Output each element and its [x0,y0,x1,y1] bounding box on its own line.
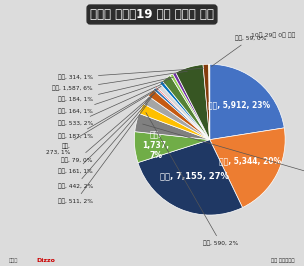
Text: 충북, 187, 1%: 충북, 187, 1% [58,86,161,139]
Text: 전북, 164, 1%: 전북, 164, 1% [58,79,171,114]
Wedge shape [210,64,284,140]
Wedge shape [135,114,210,140]
Wedge shape [148,90,210,140]
Text: 경남, 314, 1%: 경남, 314, 1% [58,68,203,80]
Text: 울산, 161, 1%: 울산, 161, 1% [58,93,155,174]
Wedge shape [210,128,285,207]
Wedge shape [155,86,210,140]
Text: 검역,
1,737,
7%: 검역, 1,737, 7% [142,130,169,160]
Text: 인천, 1,039, 4%: 인천, 1,039, 4% [143,124,304,182]
Wedge shape [173,72,210,140]
Text: Dizzo: Dizzo [36,258,55,263]
Wedge shape [203,64,210,140]
Text: 자료 질병관리청: 자료 질병관리청 [271,258,295,263]
Text: 경북, 1,587, 6%: 경북, 1,587, 6% [52,71,187,91]
Text: 경기, 5,344, 20%: 경기, 5,344, 20% [219,156,281,165]
Wedge shape [176,65,210,140]
Wedge shape [143,96,210,140]
Wedge shape [153,88,210,140]
Wedge shape [138,140,243,215]
Text: 세종, 79, 0%: 세종, 79, 0% [61,92,156,163]
Text: 서울, 5,912, 23%: 서울, 5,912, 23% [208,101,270,110]
Wedge shape [162,76,210,140]
Wedge shape [170,74,210,140]
Text: 대전, 442, 2%: 대전, 442, 2% [58,97,152,189]
Text: 광주, 511, 2%: 광주, 511, 2% [58,104,147,204]
Text: 대구, 7,155, 27%: 대구, 7,155, 27% [160,171,229,180]
Text: 지역별 코로나19 누적 확진자 현황: 지역별 코로나19 누적 확진자 현황 [90,8,214,21]
Text: 충남, 533, 2%: 충남, 533, 2% [58,82,166,126]
Wedge shape [134,132,210,163]
Text: 10월 29일 0시 기준: 10월 29일 0시 기준 [250,32,295,38]
Wedge shape [160,81,210,140]
Text: 강원,
273, 1%: 강원, 273, 1% [46,89,158,155]
Wedge shape [156,83,210,140]
Text: 부산, 590, 2%: 부산, 590, 2% [146,113,239,247]
Text: 제주, 59, 0%: 제주, 59, 0% [212,35,267,66]
Wedge shape [209,64,210,140]
Text: 전남, 184, 1%: 전남, 184, 1% [58,77,173,102]
Wedge shape [139,104,210,140]
Text: 그래픽: 그래픽 [9,258,19,263]
